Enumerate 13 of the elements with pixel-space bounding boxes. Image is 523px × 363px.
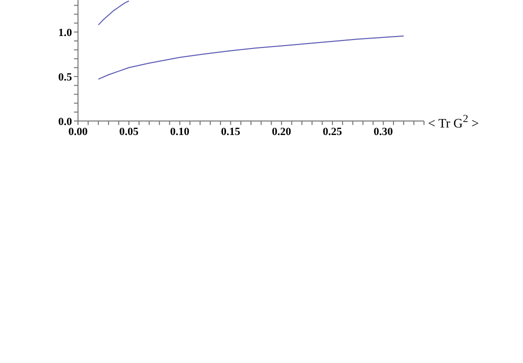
x-tick-label: 0.25 (322, 126, 343, 138)
text: 0.00 (68, 126, 88, 138)
x-tick-label: 0.20 (272, 126, 292, 138)
line-series (98, 36, 404, 80)
y-tick-label: 1.0 (58, 26, 72, 39)
x-tick-label: 0.30 (374, 126, 394, 138)
x-tick-label: 0.10 (170, 126, 190, 138)
y-tick-label: 0.0 (58, 116, 72, 128)
x-tick-label: 0.05 (119, 126, 140, 138)
x-axis-title: < Tr G$^{2}$ > (428, 113, 479, 132)
line-series (98, 0, 130, 26)
x-tick-label: 0.15 (221, 126, 241, 138)
y-tick-label: 0.5 (58, 71, 72, 84)
